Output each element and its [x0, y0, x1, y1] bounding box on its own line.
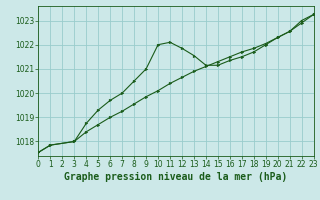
X-axis label: Graphe pression niveau de la mer (hPa): Graphe pression niveau de la mer (hPa): [64, 172, 288, 182]
